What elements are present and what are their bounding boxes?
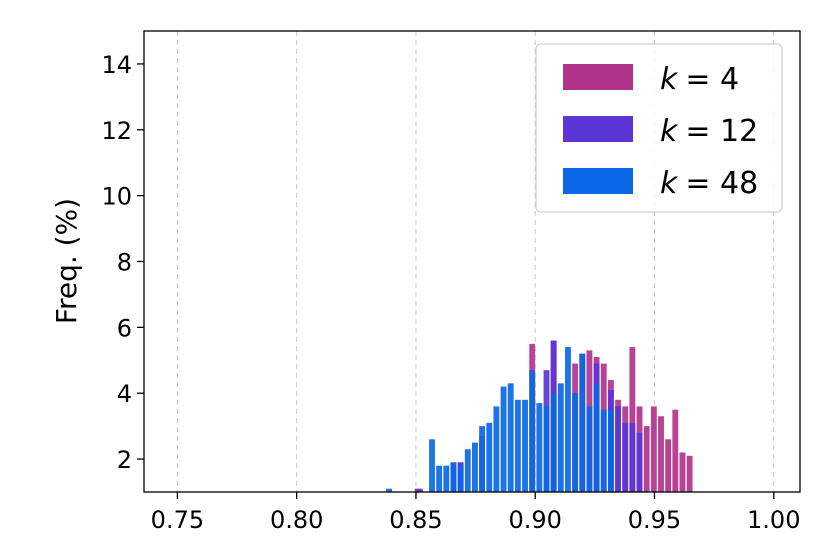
legend-item: k = 12 [563,114,758,149]
bar [464,449,471,492]
bar [672,409,679,492]
y-tick-label: 14 [101,51,132,79]
legend-value: = 4 [685,62,739,97]
legend-value: = 48 [685,166,758,201]
x-axis-ticks: 0.75 0.80 0.85 0.90 0.95 1.00 [151,492,800,534]
legend-item: k = 4 [563,62,739,97]
bar [500,386,507,492]
y-axis-label: Freq. (%) [50,198,83,324]
bar [450,462,457,492]
bar [557,383,564,492]
bar [507,383,514,492]
bar [514,399,521,492]
bar [522,399,528,492]
bar [629,422,636,492]
bar [658,416,664,492]
bar [615,406,621,492]
bar [479,426,486,492]
x-tick-label: 0.90 [508,506,561,534]
bar [679,452,686,492]
bar [607,409,614,492]
bar [386,488,392,492]
bar [429,439,435,492]
bar [472,442,478,492]
bar [686,455,693,492]
series-3 [386,347,614,492]
bar [493,406,500,492]
y-tick-label: 6 [117,314,132,342]
bar [600,409,607,492]
bar [665,439,672,492]
bar [643,426,650,492]
bar [629,347,636,492]
legend-value: = 12 [685,114,758,149]
bar [572,393,579,492]
bar [650,406,657,492]
y-tick-label: 2 [117,446,132,474]
y-tick-label: 12 [101,117,132,145]
legend-swatch [563,168,633,194]
bar [550,393,557,492]
x-tick-label: 1.00 [747,506,800,534]
bar [414,488,421,492]
legend-swatch [563,64,633,90]
legend-swatch [563,116,633,142]
legend-k: k [660,166,679,201]
bar [622,422,629,492]
bar [457,465,464,492]
bars [386,340,693,492]
legend-label: k = 48 [660,166,758,201]
legend: k = 4k = 12k = 48 [535,43,783,213]
bar [543,406,550,492]
y-tick-label: 4 [117,380,132,408]
bar [636,432,643,492]
legend-label: k = 4 [660,62,739,97]
legend-item: k = 48 [563,166,758,201]
y-axis-ticks: 2 4 6 8 10 12 14 [101,51,144,474]
y-tick-label: 10 [101,183,132,211]
bar [486,422,493,492]
bar [529,370,536,492]
x-tick-label: 0.75 [151,506,204,534]
bar [536,403,543,492]
x-tick-label: 0.85 [389,506,442,534]
bar [586,406,593,492]
x-tick-label: 0.95 [628,506,681,534]
legend-k: k [660,62,679,97]
bar [436,465,443,492]
bar [565,347,571,492]
bar [579,353,586,492]
legend-label: k = 12 [660,114,758,149]
legend-k: k [660,114,679,149]
x-tick-label: 0.80 [270,506,323,534]
bar [593,383,600,492]
y-tick-label: 8 [117,249,132,277]
bar [443,465,450,492]
